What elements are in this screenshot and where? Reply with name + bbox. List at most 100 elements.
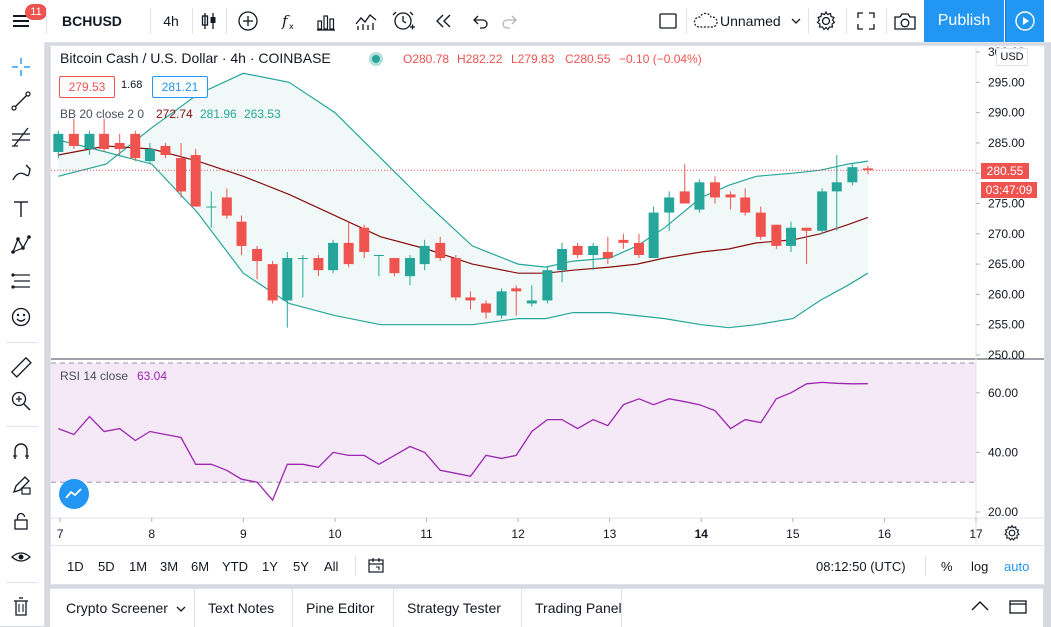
candle-body — [190, 155, 201, 207]
candle-body — [343, 242, 354, 265]
undo-icon[interactable] — [466, 0, 494, 42]
layout-name[interactable]: Unnamed — [720, 13, 781, 29]
candle-body — [84, 133, 95, 149]
sell-price[interactable]: 279.53 — [59, 76, 115, 98]
candle — [862, 165, 873, 175]
time-tick-label: 11 — [420, 527, 433, 541]
candle — [160, 142, 171, 159]
candle — [328, 239, 339, 274]
candle-body — [801, 227, 812, 231]
rsi-label[interactable]: RSI 14 close — [60, 369, 129, 383]
maximize-panel-icon[interactable] — [1008, 599, 1028, 615]
range-3m[interactable]: 3M — [160, 558, 179, 574]
pattern-icon[interactable] — [8, 232, 34, 258]
redo-icon[interactable] — [496, 0, 524, 42]
tab-trading-panel[interactable]: Trading Panel — [535, 589, 622, 627]
ruler-icon[interactable] — [8, 354, 34, 380]
tab-pine-editor[interactable]: Pine Editor — [306, 589, 374, 627]
tab-label: Text Notes — [208, 600, 275, 616]
bb-label[interactable]: BB 20 close 2 0 — [60, 107, 145, 121]
alert-icon[interactable] — [390, 0, 418, 42]
trend-line-icon[interactable] — [8, 88, 34, 114]
spread-value: 1.68 — [121, 79, 143, 91]
chevron-up-icon[interactable] — [970, 599, 990, 613]
settings-gear-icon[interactable] — [812, 0, 840, 42]
range-all[interactable]: All — [324, 558, 339, 574]
fullscreen-icon[interactable] — [852, 0, 880, 42]
zoom-in-icon[interactable] — [8, 388, 34, 414]
prediction-icon[interactable] — [8, 268, 34, 294]
time-tick-label: 15 — [786, 527, 800, 541]
auto-scale-toggle[interactable]: auto — [1004, 558, 1030, 574]
range-1d[interactable]: 1D — [67, 558, 84, 574]
price-tick-label: 255.00 — [988, 318, 1025, 332]
candle-body — [236, 221, 247, 246]
crosshair-icon[interactable] — [8, 54, 34, 80]
symbol-search[interactable]: BCHUSD — [62, 13, 122, 29]
range-1m[interactable]: 1M — [129, 558, 148, 574]
publish-button[interactable]: Publish — [924, 0, 1004, 42]
candle — [465, 291, 476, 310]
text-tool-icon[interactable] — [8, 196, 34, 222]
interval-button[interactable]: 4h — [163, 13, 179, 29]
templates-icon[interactable] — [352, 0, 380, 42]
menu-icon[interactable] — [4, 0, 40, 42]
range-5d[interactable]: 5D — [98, 558, 115, 574]
tab-text-notes[interactable]: Text Notes — [208, 589, 274, 627]
chevron-down-icon[interactable] — [788, 0, 804, 42]
compare-icon[interactable] — [234, 0, 262, 42]
candle-body — [618, 239, 629, 243]
tradingview-logo[interactable] — [59, 479, 89, 509]
candle — [588, 242, 599, 271]
eye-icon[interactable] — [8, 544, 34, 570]
currency-label[interactable]: USD — [996, 48, 1028, 66]
stay-in-drawing-icon[interactable] — [8, 472, 34, 498]
buy-price[interactable]: 281.21 — [152, 76, 208, 98]
time-tick-label: 12 — [511, 527, 525, 541]
time-tick-label: 10 — [328, 527, 342, 541]
chart-canvas[interactable]: 250.00 255.00 260.00 265.00 270.00 275.00 280.… — [51, 46, 1044, 584]
percent-toggle[interactable]: % — [941, 558, 953, 574]
candle — [801, 227, 812, 265]
range-1y[interactable]: 1Y — [262, 558, 278, 574]
tab-strategy-tester[interactable]: Strategy Tester — [407, 589, 501, 627]
trash-icon[interactable] — [8, 594, 34, 620]
candle — [236, 215, 247, 256]
goto-date-icon[interactable] — [367, 546, 385, 586]
candle-body — [481, 303, 492, 313]
fib-retracement-icon[interactable] — [8, 124, 34, 150]
candle — [405, 255, 416, 286]
chart-settings-gear-icon[interactable] — [1003, 524, 1021, 542]
replay-icon[interactable] — [430, 0, 458, 42]
log-toggle[interactable]: log — [971, 558, 989, 574]
candle-body — [359, 227, 370, 252]
range-5y[interactable]: 5Y — [293, 558, 309, 574]
clock-time[interactable]: 08:12:50 (UTC) — [816, 558, 906, 574]
candle — [542, 267, 553, 304]
range-ytd[interactable]: YTD — [222, 558, 248, 574]
fullscreen-box-icon[interactable] — [654, 0, 682, 42]
camera-icon[interactable] — [890, 0, 920, 42]
tab-label: Strategy Tester — [407, 600, 501, 616]
rsi-pane — [51, 362, 976, 502]
candle — [176, 142, 187, 198]
bb-upper-value: 281.96 — [200, 107, 237, 121]
rsi-tick-label: 20.00 — [988, 505, 1018, 519]
candle — [435, 236, 446, 262]
tab-crypto-screener[interactable]: Crypto Screener — [66, 589, 186, 627]
date-range-bar: 1D 5D 1M 3M 6M YTD 1Y 5Y All 08:12:50 (UTC)% log au… — [51, 545, 1044, 586]
play-circle-icon[interactable] — [1005, 0, 1044, 42]
bb-lower-line — [58, 139, 869, 329]
brush-icon[interactable] — [8, 160, 34, 186]
range-6m[interactable]: 6M — [191, 558, 210, 574]
candles-icon[interactable] — [196, 0, 222, 42]
financials-icon[interactable] — [312, 0, 340, 42]
chevron-down-icon[interactable] — [176, 600, 186, 616]
cloud-icon[interactable] — [692, 0, 720, 42]
smiley-icon[interactable] — [8, 304, 34, 330]
magnet-icon[interactable] — [8, 438, 34, 464]
lock-icon[interactable] — [8, 508, 34, 534]
candle-body — [694, 182, 705, 210]
candle — [557, 242, 568, 283]
